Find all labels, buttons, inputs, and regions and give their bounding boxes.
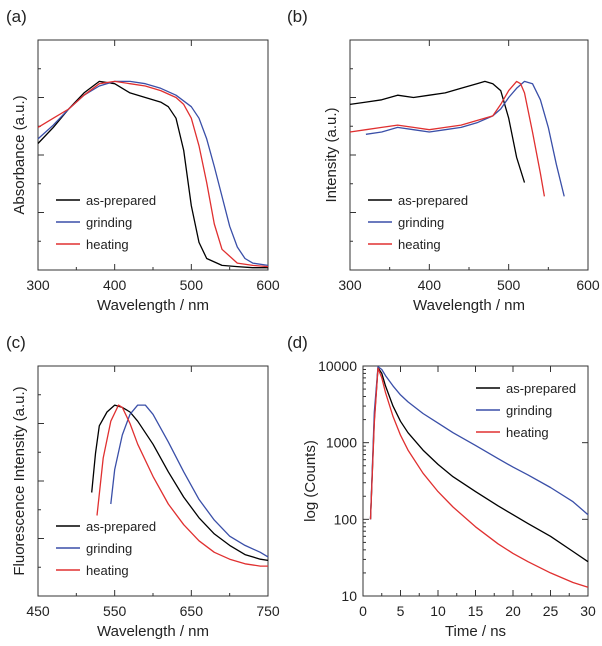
panel-b-series-heating <box>349 80 546 197</box>
panel-b-x-tick-label: 600 <box>576 277 600 293</box>
panel-d-x-tick-label: 25 <box>543 603 559 619</box>
panel-b: 300 400 500 600 Wavelength / nm Intensity (a.… <box>287 7 600 314</box>
panel-c-x-tick-label: 450 <box>26 603 50 619</box>
panel-b-frame <box>349 39 589 271</box>
panel-b-series-grinding <box>365 80 565 197</box>
panel-a-x-axis-title: Wavelength / nm <box>97 297 209 314</box>
panel-c-legend-label-grinding: grinding <box>86 541 132 556</box>
panel-b-x-tick-label: 400 <box>418 277 442 293</box>
panel-d-frame <box>362 365 589 597</box>
panel-d-legend-label-as-prepared: as-prepared <box>506 381 576 396</box>
panel-b-letter: (b) <box>287 7 308 26</box>
panel-a-series-as-prepared <box>37 80 268 269</box>
panel-d-x-tick-label: 0 <box>359 603 367 619</box>
panel-b-legend-label-heating: heating <box>398 237 441 252</box>
panel-d-x-tick-label: 20 <box>505 603 521 619</box>
panel-a: 300 400 500 600 Wavelength / nm Absorbance (a… <box>6 7 280 314</box>
panel-c-y-axis-title: Fluorescence Intensity (a.u.) <box>11 386 28 575</box>
panel-a-y-axis-title: Absorbance (a.u.) <box>11 95 28 214</box>
panel-c-series-grinding <box>110 404 269 558</box>
panel-d-legend-label-heating: heating <box>506 425 549 440</box>
panel-d-x-tick-label: 15 <box>468 603 484 619</box>
panel-b-x-tick-label: 300 <box>338 277 362 293</box>
panel-a-series-heating <box>37 80 269 268</box>
panel-d-series-heating <box>369 367 589 588</box>
panel-b-x-axis-title: Wavelength / nm <box>413 297 525 314</box>
panel-a-x-tick-label: 600 <box>256 277 280 293</box>
panel-a-x-tick-label: 500 <box>180 277 204 293</box>
panel-c-x-axis-title: Wavelength / nm <box>97 623 209 640</box>
panel-b-y-axis-title: Intensity (a.u.) <box>323 107 340 202</box>
panel-b-legend-label-as-prepared: as-prepared <box>398 193 468 208</box>
panel-a-legend-label-as-prepared: as-prepared <box>86 193 156 208</box>
panel-d-x-tick-label: 5 <box>397 603 405 619</box>
panel-d-letter: (d) <box>287 333 308 352</box>
panel-a-legend-label-grinding: grinding <box>86 215 132 230</box>
panel-c-x-tick-label: 550 <box>103 603 127 619</box>
panel-a-letter: (a) <box>6 7 27 26</box>
panel-a-x-tick-label: 400 <box>103 277 127 293</box>
panel-c-x-tick-label: 650 <box>180 603 204 619</box>
panel-c-letter: (c) <box>6 333 26 352</box>
panel-d: 0 5 10 15 20 25 30 10 100 1000 10000 Time / ns log (… <box>287 333 596 640</box>
panel-c: 450 550 650 750 Wavelength / nm Fluorescence … <box>6 333 280 640</box>
panel-d-x-tick-label: 10 <box>430 603 446 619</box>
panel-c-x-tick-label: 750 <box>256 603 280 619</box>
panel-c-frame <box>37 365 269 597</box>
panel-d-y-axis-title: log (Counts) <box>302 440 319 522</box>
panel-a-legend-label-heating: heating <box>86 237 129 252</box>
panel-d-y-tick-label: 100 <box>334 511 358 527</box>
panel-d-x-axis-title: Time / ns <box>445 623 506 640</box>
panel-d-x-tick-label: 30 <box>580 603 596 619</box>
panel-c-legend-label-heating: heating <box>86 563 129 578</box>
panel-c-series-as-prepared <box>91 404 269 562</box>
panel-d-legend-label-grinding: grinding <box>506 403 552 418</box>
panel-d-y-tick-label: 10000 <box>318 358 357 374</box>
panel-b-series-as-prepared <box>349 80 526 183</box>
panel-b-x-tick-label: 500 <box>497 277 521 293</box>
panel-c-series-heating <box>96 404 268 567</box>
panel-d-series-as-prepared <box>369 367 589 563</box>
panel-d-y-tick-label: 1000 <box>326 435 357 451</box>
panel-d-y-tick-label: 10 <box>341 588 357 604</box>
panel-b-legend-label-grinding: grinding <box>398 215 444 230</box>
panel-a-series-grinding <box>37 80 269 267</box>
panel-c-legend-label-as-prepared: as-prepared <box>86 519 156 534</box>
panel-d-series-grinding <box>369 366 589 520</box>
panel-a-x-tick-label: 300 <box>26 277 50 293</box>
